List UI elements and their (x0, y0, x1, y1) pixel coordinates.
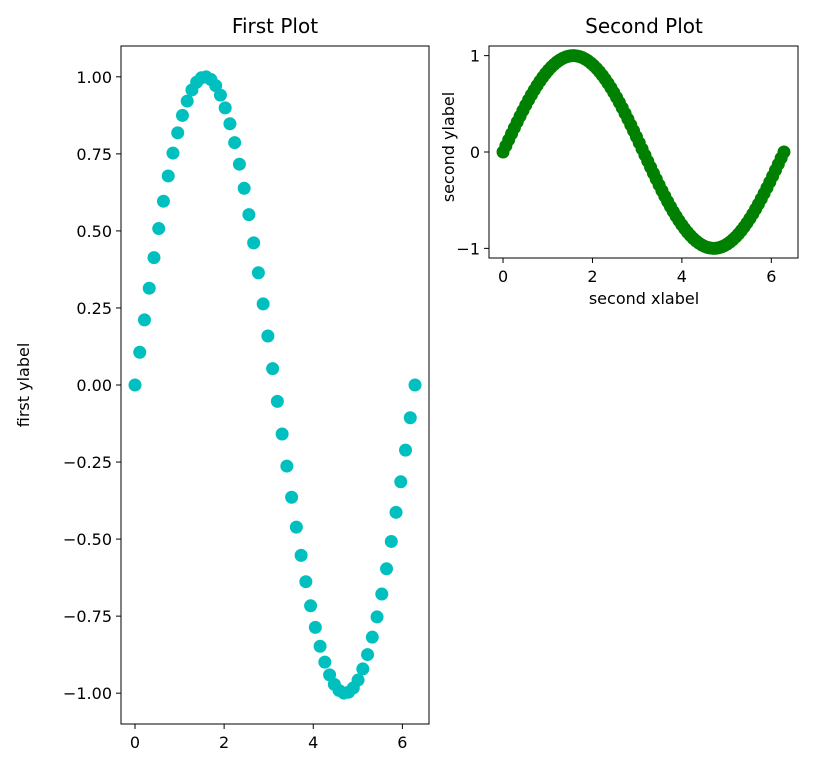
second-plot-xtick-label: 0 (498, 267, 508, 286)
first-plot-data-point (171, 126, 185, 140)
second-plot-ytick-label: −1 (456, 239, 480, 258)
first-plot-data-point (223, 117, 237, 131)
first-plot-data-point (128, 378, 142, 392)
first-plot-data-point (147, 251, 161, 265)
first-plot-data-point (285, 490, 299, 504)
first-plot-data-point (133, 345, 147, 359)
first-plot-data-point (137, 313, 151, 327)
first-plot-title: First Plot (232, 14, 318, 38)
first-plot-data-point (261, 329, 275, 343)
first-plot-data-point (251, 266, 265, 280)
first-plot-ytick-label: −0.50 (63, 530, 112, 549)
first-plot-data-point (380, 562, 394, 576)
first-plot-data-point (242, 208, 256, 222)
first-plot-data-point (294, 548, 308, 562)
first-plot-ytick-label: 1.00 (76, 68, 112, 87)
first-plot-data-point (289, 520, 303, 534)
first-plot-data-point (156, 194, 170, 208)
first-plot-data-point (256, 297, 270, 311)
second-plot-ylabel: second ylabel (439, 92, 458, 202)
first-plot-data-point (161, 169, 175, 183)
first-plot-data-point (365, 630, 379, 644)
first-plot-data-point (175, 108, 189, 122)
first-plot-ytick-label: −0.75 (63, 607, 112, 626)
first-plot-data-point (299, 575, 313, 589)
first-plot-data-point (370, 610, 384, 624)
first-plot-data-point (213, 88, 227, 102)
first-plot-data-point (280, 459, 294, 473)
second-plot-ytick-label: 1 (470, 47, 480, 66)
first-plot-data-point (403, 411, 417, 425)
first-plot-data-point (356, 662, 370, 676)
second-plot-title: Second Plot (585, 14, 703, 38)
first-plot-data-point (394, 475, 408, 489)
first-plot-data-point (275, 427, 289, 441)
first-plot-xtick-label: 0 (130, 733, 140, 752)
first-plot-panel: First Plot first ylabel 0 2 4 6 1.00 0.75 0.50… (14, 14, 430, 752)
first-plot-data-point (232, 157, 246, 171)
first-plot-xtick-label: 4 (308, 733, 318, 752)
first-plot-ytick-label: −0.25 (63, 453, 112, 472)
second-plot-data-point (777, 145, 791, 159)
first-plot-data-point (375, 587, 389, 601)
second-plot-axes-frame (488, 45, 799, 259)
first-plot-data-point (228, 136, 242, 150)
first-plot-ylabel: first ylabel (14, 343, 33, 428)
first-plot-data-point (180, 94, 194, 108)
first-plot-data-point (237, 181, 251, 195)
first-plot-data-point (384, 534, 398, 548)
first-plot-data-point (308, 620, 322, 634)
second-plot-xlabel: second xlabel (589, 289, 699, 308)
first-plot-ytick-label: 0.25 (76, 299, 112, 318)
first-plot-xtick-label: 6 (397, 733, 407, 752)
first-plot-data-point (266, 362, 280, 376)
second-plot-ytick-label: 0 (470, 143, 480, 162)
first-plot-data-point (389, 505, 403, 519)
first-plot-data-point (166, 146, 180, 160)
first-plot-ytick-label: 0.00 (76, 376, 112, 395)
second-plot-panel: Second Plot second xlabel second ylabel … (439, 14, 799, 308)
first-plot-data-point (218, 101, 232, 115)
first-plot-data-point (318, 655, 332, 669)
first-plot-data-point (152, 222, 166, 236)
first-plot-data-point (247, 236, 261, 250)
first-plot-ytick-label: −1.00 (63, 684, 112, 703)
first-plot-ytick-label: 0.50 (76, 222, 112, 241)
first-plot-data-point (313, 639, 327, 653)
first-plot-data-point (399, 443, 413, 457)
first-plot-xtick-label: 2 (219, 733, 229, 752)
second-plot-xtick-label: 4 (677, 267, 687, 286)
first-plot-data-point (142, 281, 156, 295)
first-plot-axes-frame (120, 45, 430, 725)
first-plot-data-point (408, 378, 422, 392)
first-plot-data-point (361, 648, 375, 662)
first-plot-ytick-label: 0.75 (76, 145, 112, 164)
second-plot-xtick-label: 2 (587, 267, 597, 286)
second-plot-xtick-label: 6 (766, 267, 776, 286)
first-plot-data-point (270, 394, 284, 408)
first-plot-data-point (304, 599, 318, 613)
first-plot-data-point (351, 673, 365, 687)
